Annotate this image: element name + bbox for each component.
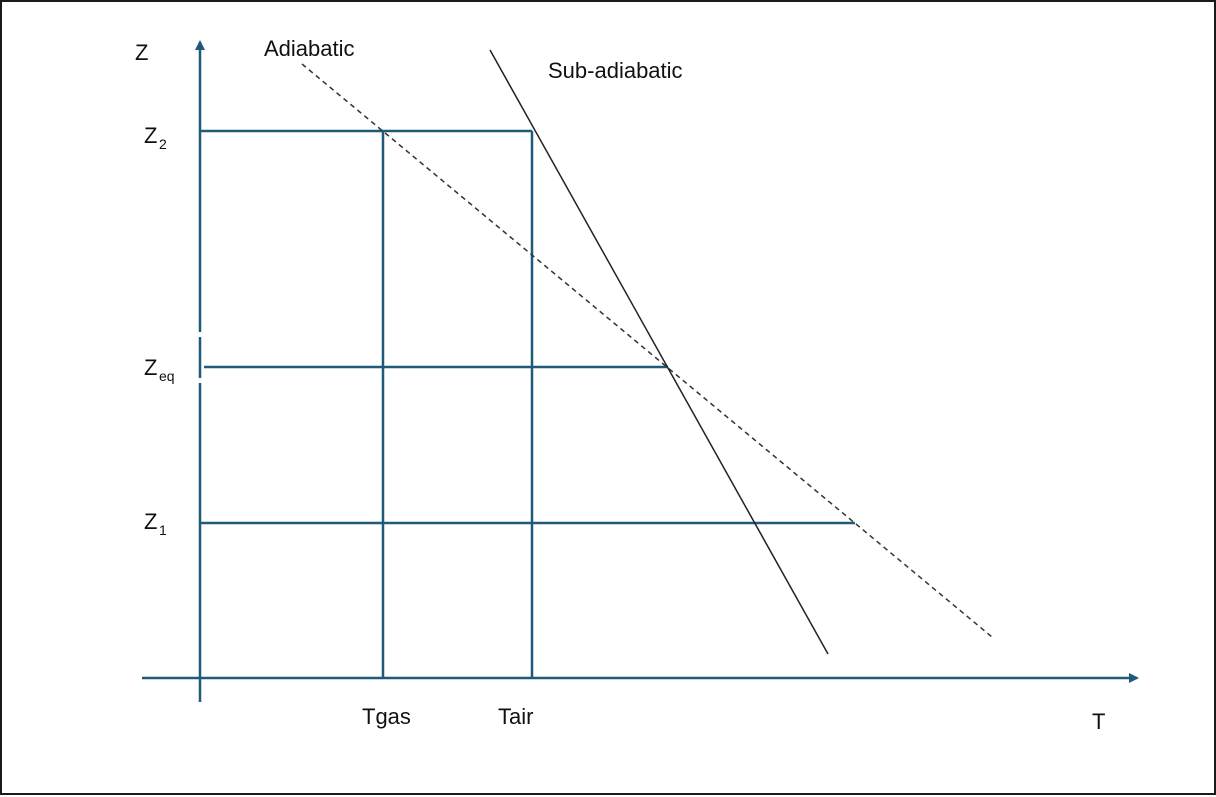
tair-label: Tair	[498, 704, 533, 729]
z1-label-sub: 1	[159, 522, 167, 538]
z-axis-gap-lower	[197, 378, 203, 383]
sub-adiabatic-curve	[489, 49, 829, 655]
z-axis-gap-upper	[197, 332, 203, 337]
z1-label-base: Z	[144, 509, 157, 534]
z2-label-sub: 2	[159, 136, 167, 152]
adiabatic-label: Adiabatic	[264, 36, 355, 61]
zeq-label-sub: eq	[159, 368, 175, 384]
t-axis-label: T	[1092, 709, 1105, 734]
z2-label: Z 2	[144, 123, 167, 152]
z1-label: Z 1	[144, 509, 167, 538]
z2-label-base: Z	[144, 123, 157, 148]
zeq-label-base: Z	[144, 355, 157, 380]
zeq-label: Z eq	[144, 355, 175, 384]
sub-adiabatic-label: Sub-adiabatic	[548, 58, 683, 83]
adiabatic-curve	[301, 63, 993, 638]
z-axis-label: Z	[135, 40, 148, 65]
tgas-label: Tgas	[362, 704, 411, 729]
